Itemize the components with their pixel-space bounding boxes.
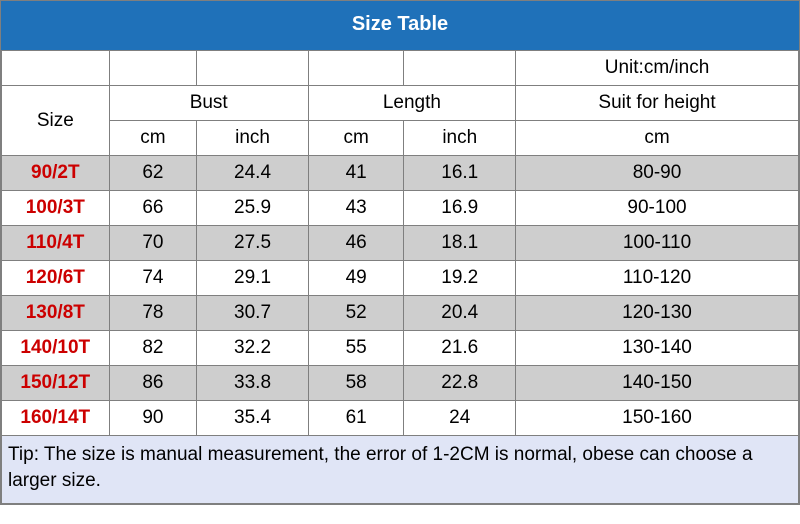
header-bust-cm: cm [109,121,197,156]
header-length: Length [308,86,515,121]
len-inch: 20.4 [404,296,516,331]
blank-cell [2,51,110,86]
len-cm: 43 [308,191,404,226]
header-bust: Bust [109,86,308,121]
size-cell: 100/3T [2,191,110,226]
size-table: Unit:cm/inch Size Bust Length Suit for h… [1,51,799,504]
len-inch: 22.8 [404,366,516,401]
size-cell: 150/12T [2,366,110,401]
header-size: Size [2,86,110,156]
bust-inch: 27.5 [197,226,309,261]
bust-cm: 62 [109,156,197,191]
bust-inch: 33.8 [197,366,309,401]
tip-text: Tip: The size is manual measurement, the… [2,436,799,504]
bust-inch: 32.2 [197,331,309,366]
blank-cell [109,51,197,86]
bust-cm: 74 [109,261,197,296]
header-height-cm: cm [516,121,799,156]
blank-cell [404,51,516,86]
height-cm: 120-130 [516,296,799,331]
table-row: 150/12T8633.85822.8140-150 [2,366,799,401]
height-cm: 110-120 [516,261,799,296]
bust-cm: 66 [109,191,197,226]
len-cm: 61 [308,401,404,436]
size-cell: 110/4T [2,226,110,261]
header-len-inch: inch [404,121,516,156]
size-cell: 90/2T [2,156,110,191]
bust-inch: 25.9 [197,191,309,226]
table-title: Size Table [1,1,799,51]
len-inch: 18.1 [404,226,516,261]
table-row: 90/2T6224.44116.180-90 [2,156,799,191]
bust-inch: 24.4 [197,156,309,191]
header-bust-inch: inch [197,121,309,156]
bust-cm: 70 [109,226,197,261]
unit-row: Unit:cm/inch [2,51,799,86]
len-inch: 19.2 [404,261,516,296]
height-cm: 80-90 [516,156,799,191]
size-cell: 140/10T [2,331,110,366]
bust-cm: 82 [109,331,197,366]
header-len-cm: cm [308,121,404,156]
len-inch: 21.6 [404,331,516,366]
table-row: 120/6T7429.14919.2110-120 [2,261,799,296]
bust-cm: 86 [109,366,197,401]
header-row-2: cm inch cm inch cm [2,121,799,156]
tip-row: Tip: The size is manual measurement, the… [2,436,799,504]
size-cell: 120/6T [2,261,110,296]
size-table-container: Size Table Unit:cm/inch Size Bust Length… [0,0,800,505]
len-cm: 55 [308,331,404,366]
table-row: 110/4T7027.54618.1100-110 [2,226,799,261]
bust-inch: 29.1 [197,261,309,296]
size-cell: 130/8T [2,296,110,331]
len-cm: 46 [308,226,404,261]
height-cm: 100-110 [516,226,799,261]
len-cm: 41 [308,156,404,191]
len-inch: 16.1 [404,156,516,191]
header-row-1: Size Bust Length Suit for height [2,86,799,121]
len-cm: 52 [308,296,404,331]
table-row: 100/3T6625.94316.990-100 [2,191,799,226]
height-cm: 150-160 [516,401,799,436]
unit-label: Unit:cm/inch [516,51,799,86]
blank-cell [308,51,404,86]
len-inch: 16.9 [404,191,516,226]
height-cm: 90-100 [516,191,799,226]
len-cm: 49 [308,261,404,296]
height-cm: 140-150 [516,366,799,401]
table-row: 130/8T7830.75220.4120-130 [2,296,799,331]
bust-inch: 35.4 [197,401,309,436]
bust-inch: 30.7 [197,296,309,331]
bust-cm: 78 [109,296,197,331]
bust-cm: 90 [109,401,197,436]
table-row: 160/14T9035.46124150-160 [2,401,799,436]
len-inch: 24 [404,401,516,436]
header-suit: Suit for height [516,86,799,121]
table-body: 90/2T6224.44116.180-90100/3T6625.94316.9… [2,156,799,436]
table-row: 140/10T8232.25521.6130-140 [2,331,799,366]
blank-cell [197,51,309,86]
len-cm: 58 [308,366,404,401]
size-cell: 160/14T [2,401,110,436]
height-cm: 130-140 [516,331,799,366]
